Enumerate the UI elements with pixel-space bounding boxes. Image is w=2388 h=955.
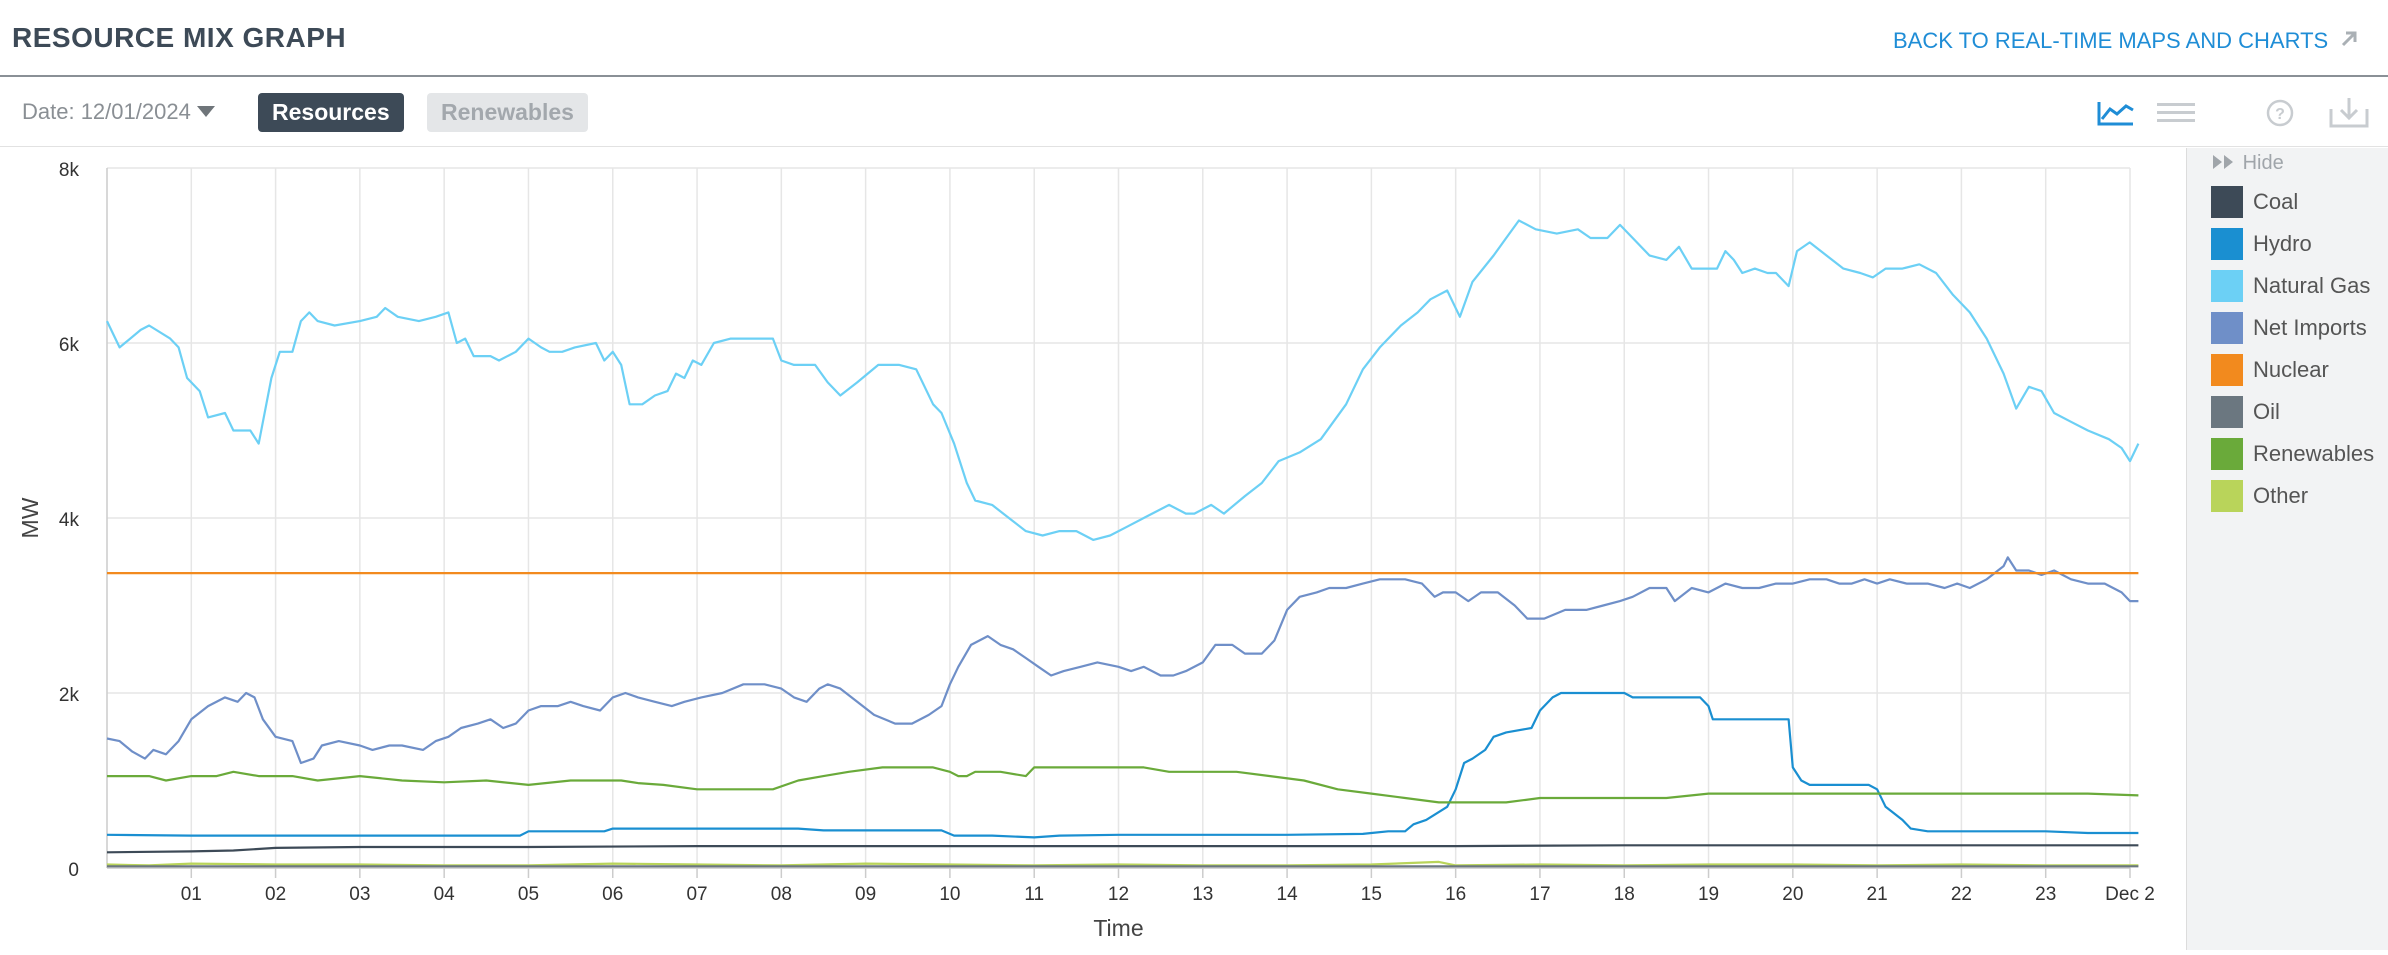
- legend-swatch: [2211, 396, 2243, 428]
- legend-label: Renewables: [2253, 441, 2375, 466]
- legend-swatch: [2211, 438, 2243, 470]
- legend-panel: Hide Coal Hydro Natural Gas Net Imports …: [2186, 148, 2388, 950]
- series-line-coal: [106, 844, 2139, 854]
- legend-swatch: [2211, 228, 2243, 260]
- y-tick-label: 2k: [59, 685, 80, 706]
- legend-label: Net Imports: [2253, 315, 2367, 340]
- legend-swatch: [2211, 354, 2243, 386]
- x-tick-label: 12: [1108, 884, 1129, 905]
- series-line-net-imports: [106, 556, 2139, 765]
- resource-mix-chart[interactable]: 0 2k 4k 6k 8k 01 02 03 04 05 06 07 08 09 10 11 12 13 14 15 1…: [0, 148, 2186, 950]
- x-tick-label: 05: [518, 884, 539, 905]
- x-tick-label: 01: [181, 884, 202, 905]
- double-chevron-icon: [2213, 155, 2233, 169]
- y-tick-label: 8k: [59, 160, 80, 181]
- download-icon[interactable]: [2328, 95, 2370, 129]
- legend-label: Other: [2253, 483, 2309, 508]
- tab-renewables[interactable]: Renewables: [427, 93, 588, 132]
- x-tick-label: 03: [349, 884, 370, 905]
- back-to-realtime-link[interactable]: BACK TO REAL-TIME MAPS AND CHARTS: [1893, 28, 2329, 53]
- legend-label: Coal: [2253, 189, 2299, 214]
- hide-label: Hide: [2242, 152, 2284, 174]
- date-label: Date: 12/01/2024: [22, 99, 191, 124]
- x-tick-label: 04: [434, 884, 456, 905]
- series-line-natural-gas: [106, 219, 2140, 541]
- x-tick-label: 19: [1698, 884, 1719, 905]
- line-chart-icon[interactable]: [2096, 99, 2136, 127]
- chevron-down-icon: [196, 106, 215, 117]
- list-icon[interactable]: [2155, 99, 2197, 127]
- x-tick-label: 11: [1024, 884, 1044, 905]
- x-tick-label: 16: [1445, 884, 1466, 905]
- x-tick-label: 21: [1867, 884, 1888, 905]
- series-line-renewables: [107, 766, 2139, 804]
- legend-swatch: [2211, 186, 2243, 218]
- x-tick-label: 20: [1782, 884, 1803, 905]
- legend-label: Oil: [2253, 399, 2280, 424]
- x-tick-label: 07: [686, 884, 707, 905]
- y-tick-label: 6k: [59, 335, 80, 356]
- x-tick-label: 10: [939, 884, 960, 905]
- x-tick-label: 22: [1951, 884, 1972, 905]
- x-tick-label: 15: [1361, 884, 1382, 905]
- x-tick-label: 14: [1277, 884, 1299, 905]
- date-selector[interactable]: Date: 12/01/2024: [22, 99, 215, 125]
- x-tick-label: 23: [2035, 884, 2056, 905]
- x-tick-label: 17: [1529, 884, 1550, 905]
- x-tick-label: 09: [855, 884, 876, 905]
- series-line-hydro: [106, 691, 2139, 839]
- legend-swatch: [2211, 312, 2243, 344]
- y-tick-label: 0: [68, 860, 79, 881]
- legend-swatch: [2211, 270, 2243, 302]
- x-tick-label: 18: [1614, 884, 1635, 905]
- tab-resources[interactable]: Resources: [258, 93, 404, 132]
- x-tick-label: Dec 2: [2105, 884, 2155, 905]
- page-title: RESOURCE MIX GRAPH: [12, 22, 347, 53]
- legend-label: Nuclear: [2253, 357, 2329, 382]
- x-axis-title: Time: [1093, 915, 1143, 941]
- series-line-other: [106, 860, 2139, 867]
- toolbar: Date: 12/01/2024 Resources Renewables ?: [0, 79, 2388, 147]
- legend-label: Hydro: [2253, 231, 2312, 256]
- help-icon[interactable]: ?: [2265, 98, 2295, 128]
- svg-text:?: ?: [2275, 106, 2285, 123]
- legend-label: Natural Gas: [2253, 273, 2371, 298]
- x-tick-label: 06: [602, 884, 623, 905]
- y-axis-title: MW: [17, 497, 43, 538]
- x-tick-label: 08: [771, 884, 792, 905]
- hide-legend-button[interactable]: Hide: [2211, 152, 2284, 175]
- x-tick-label: 02: [265, 884, 286, 905]
- legend-swatch: [2211, 480, 2243, 512]
- x-tick-label: 13: [1192, 884, 1213, 905]
- page-header: RESOURCE MIX GRAPH BACK TO REAL-TIME MAP…: [0, 0, 2388, 77]
- chart-area: 0 2k 4k 6k 8k 01 02 03 04 05 06 07 08 09 10 11 12 13 14 15 1…: [0, 148, 2186, 950]
- expand-arrow-icon[interactable]: [2336, 26, 2362, 52]
- y-tick-label: 4k: [59, 510, 80, 531]
